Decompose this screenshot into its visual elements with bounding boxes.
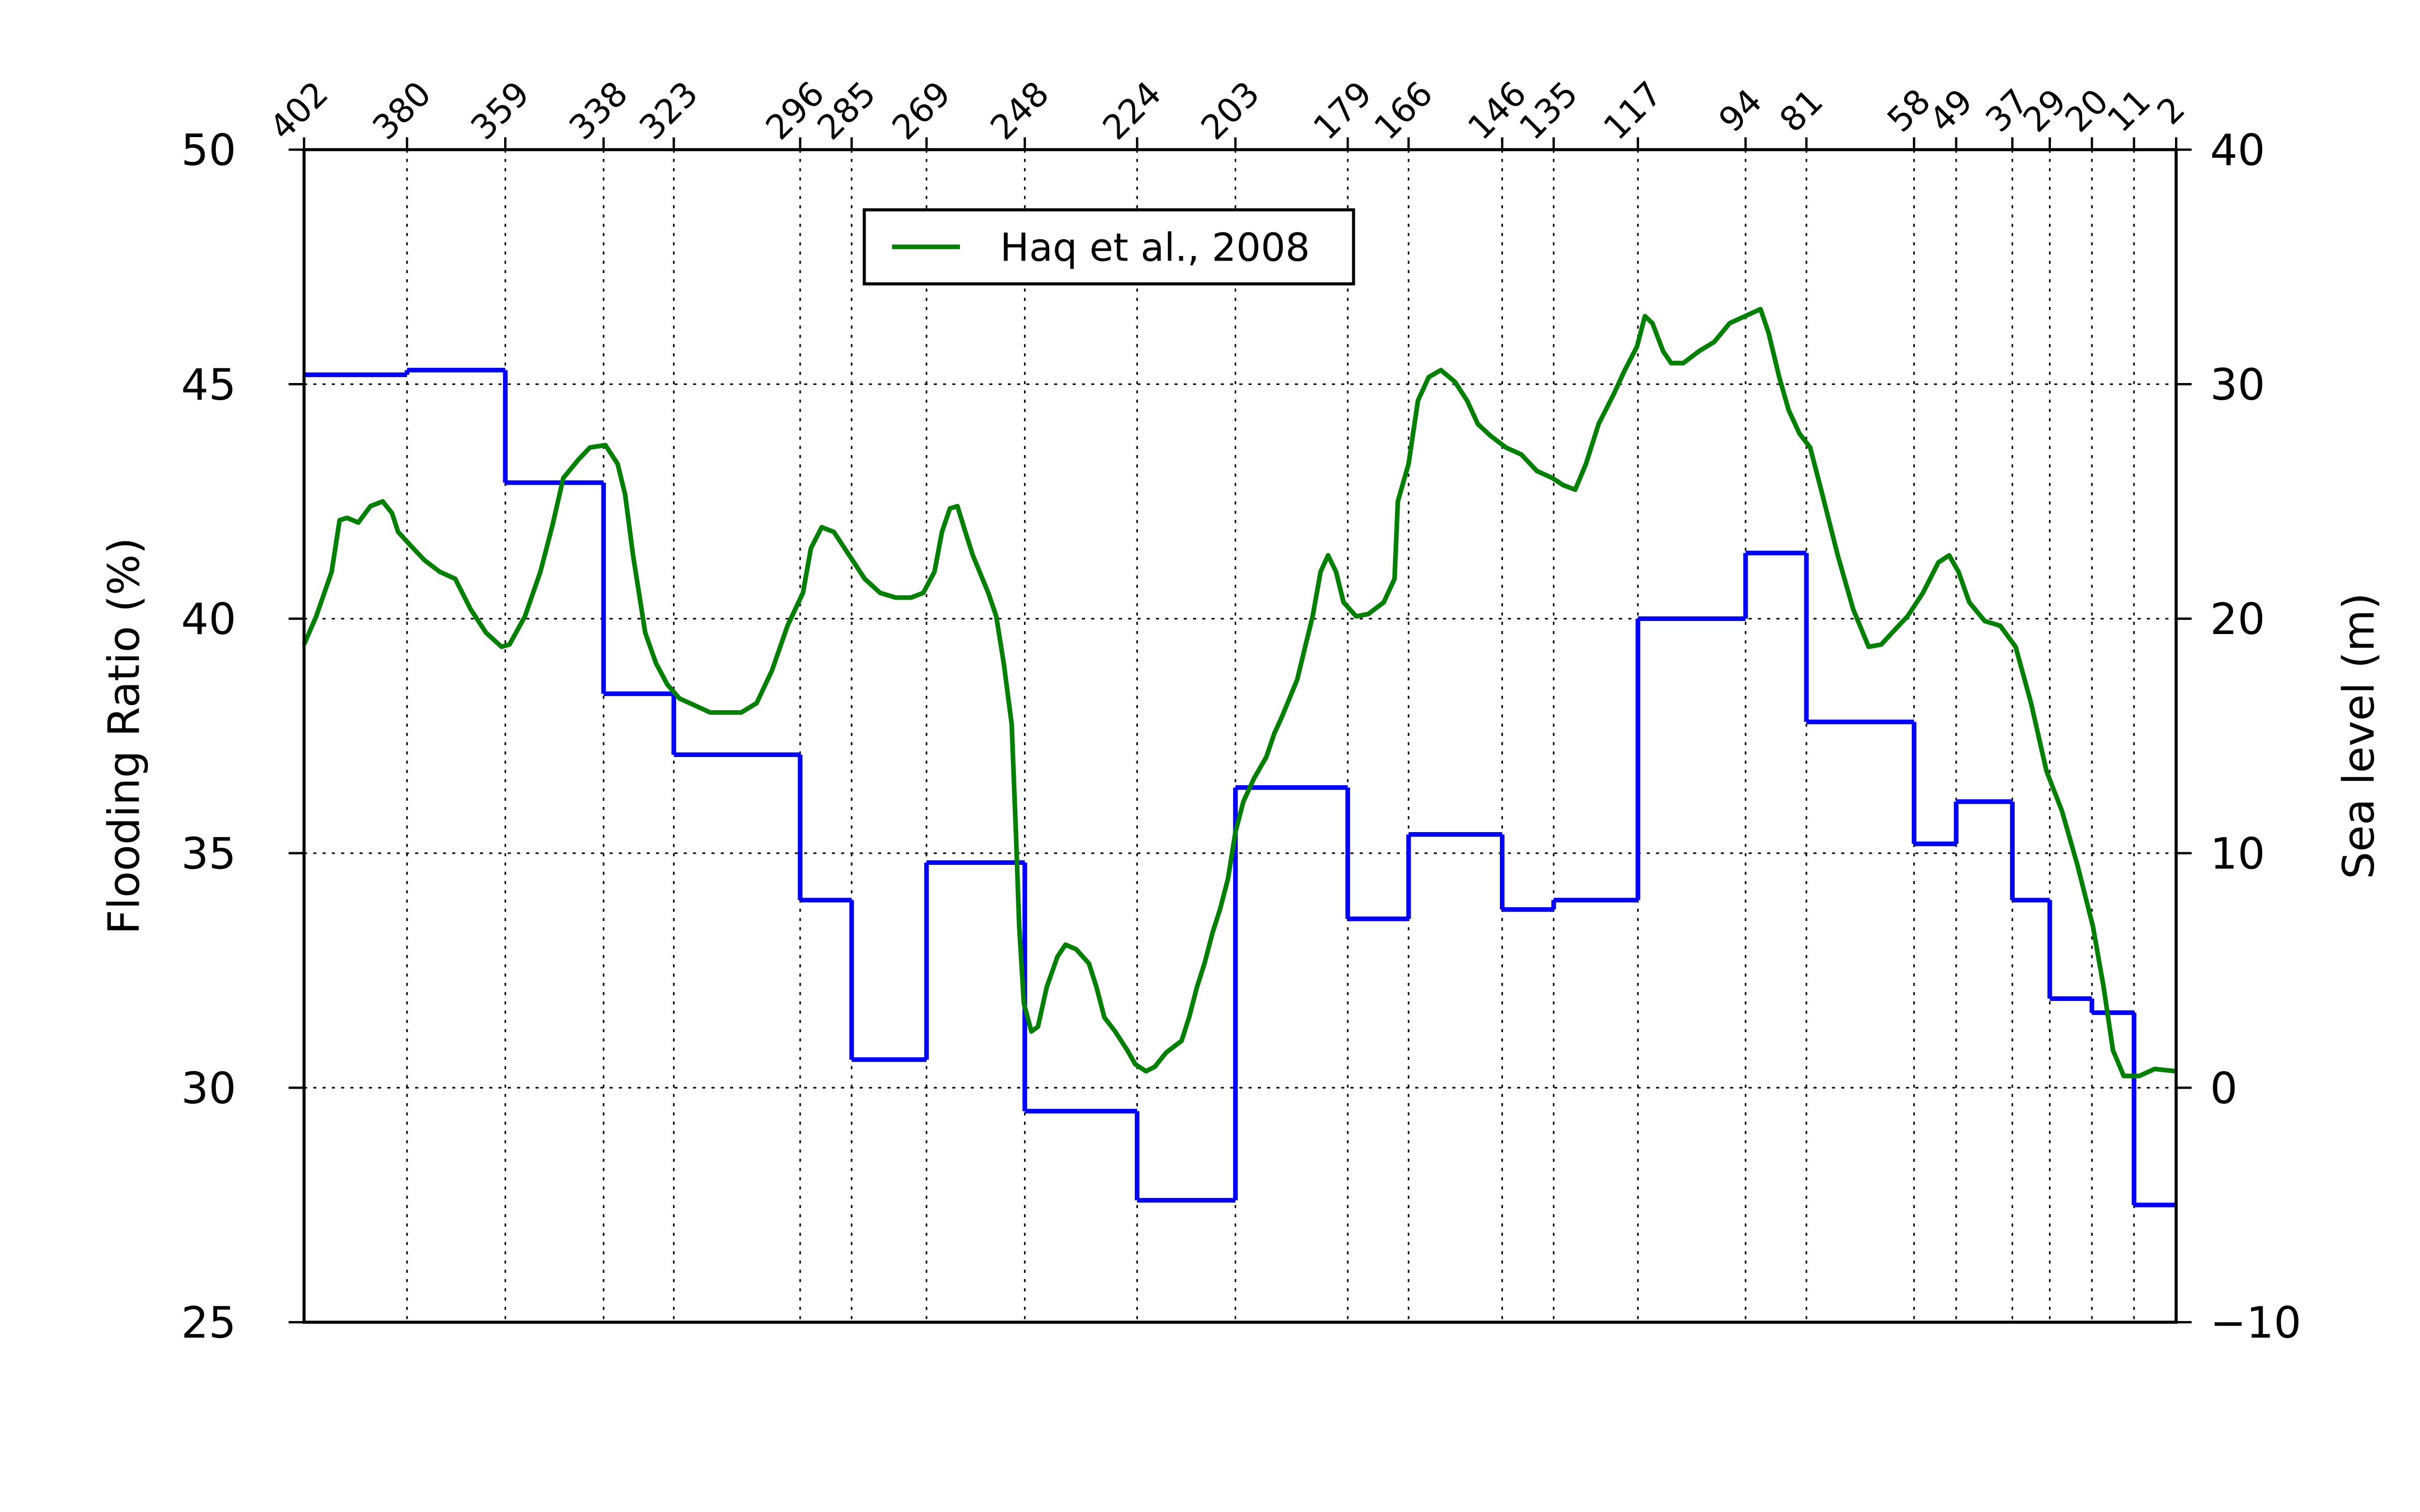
x-tick-label: 338 — [561, 74, 635, 148]
x-tick-label: 11 — [2099, 81, 2158, 140]
y-tick-label: 50 — [181, 125, 236, 176]
x-tick-label: 166 — [1366, 74, 1440, 148]
y-tick-label: 45 — [181, 360, 236, 410]
x-axis-label: Time (Ma) — [1123, 0, 1356, 2]
y-axis-label: Flooding Ratio (%) — [99, 537, 150, 934]
x-tick-label: 269 — [884, 74, 958, 148]
x-tick-label: 203 — [1193, 74, 1267, 148]
x-tick-label: 2 — [2149, 89, 2193, 132]
y-tick-label: 30 — [181, 1063, 236, 1114]
legend: Haq et al., 2008 — [863, 208, 1355, 286]
x-tick-label: 380 — [365, 74, 439, 148]
y2-axis-label: Sea level (m) — [2334, 593, 2384, 879]
x-tick-label: 135 — [1511, 74, 1586, 148]
y2-tick-label: −10 — [2210, 1298, 2302, 1348]
x-tick-label: 248 — [983, 74, 1057, 148]
x-tick-label: 402 — [262, 74, 336, 148]
plot-frame — [302, 148, 2178, 1324]
x-tick-label: 224 — [1095, 74, 1169, 148]
sea-level-line — [301, 306, 2176, 1079]
y2-tick-label: 10 — [2210, 829, 2265, 879]
y2-tick-label: 40 — [2210, 125, 2265, 176]
y2-tick-label: 0 — [2210, 1063, 2238, 1114]
x-tick-label: 49 — [1921, 81, 1980, 140]
y-tick-label: 25 — [181, 1298, 236, 1348]
x-tick-label: 359 — [463, 74, 537, 148]
x-tick-label: 179 — [1305, 74, 1379, 148]
y2-tick-label: 20 — [2210, 594, 2265, 645]
y-tick-label: 35 — [181, 829, 236, 879]
x-tick-label: 285 — [809, 74, 883, 148]
legend-label: Haq et al., 2008 — [1000, 225, 1310, 270]
y-tick-label: 40 — [181, 594, 236, 645]
x-tick-label: 323 — [632, 74, 706, 148]
x-tick-label: 117 — [1596, 74, 1670, 148]
x-tick-label: 81 — [1772, 81, 1830, 140]
y2-tick-label: 30 — [2210, 360, 2265, 410]
x-tick-label: 94 — [1711, 81, 1770, 140]
